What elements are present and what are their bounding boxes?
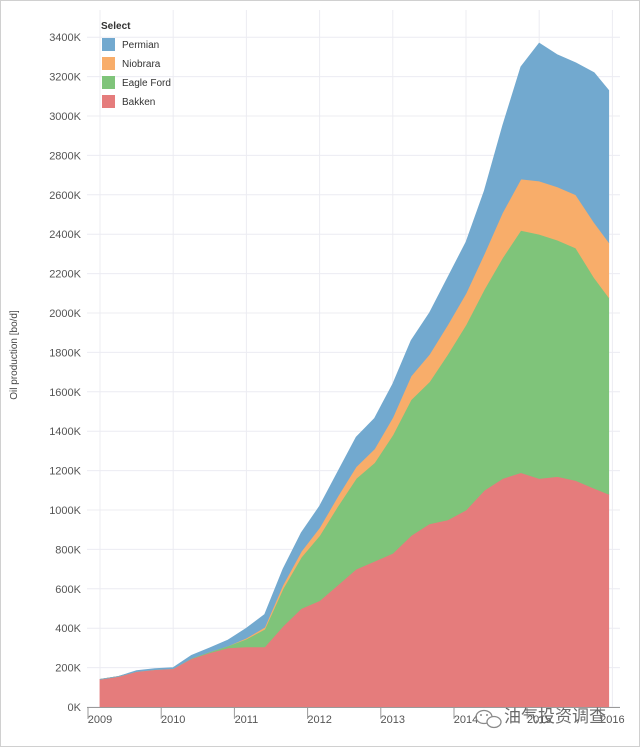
area-series [99,42,610,708]
wechat-icon [475,709,502,729]
y-tick-label: 2800K [49,150,81,162]
legend-item-niobrara[interactable]: Niobrara [102,57,161,70]
y-tick-label: 3200K [49,72,81,84]
x-tick-label: 2013 [381,714,405,726]
y-tick-label: 0K [68,702,82,714]
legend-item-permian[interactable]: Permian [102,38,159,51]
x-axis: 2009 2010 2011 2012 2013 2014 2015 2016 [87,707,625,726]
y-tick-label: 2000K [49,308,81,320]
legend[interactable]: Select Permian Niobrara Eagle Ford Bakken [101,21,171,108]
y-tick-label: 200K [55,663,81,675]
watermark-text: 油气投资调查 [504,707,606,727]
y-axis: 0K 200K 400K 600K 800K 1000K 1200K 1400K 1600K 18… [49,32,81,714]
x-tick-label: 2014 [454,714,478,726]
legend-label: Niobrara [122,59,161,70]
y-tick-label: 400K [55,623,81,635]
legend-label: Permian [122,40,159,51]
x-tick-label: 2010 [161,714,185,726]
y-tick-label: 1200K [49,466,81,478]
y-tick-label: 2600K [49,190,81,202]
x-tick-label: 2009 [88,714,112,726]
x-tick-label: 2016 [600,714,624,726]
y-tick-label: 1400K [49,426,81,438]
legend-item-bakken[interactable]: Bakken [102,95,155,108]
x-tick-label: 2011 [235,714,259,726]
y-tick-label: 1000K [49,505,81,517]
y-tick-label: 2400K [49,229,81,241]
y-tick-label: 600K [55,584,81,596]
area-permian[interactable] [99,42,610,680]
legend-swatch [102,57,115,70]
y-tick-label: 800K [55,544,81,556]
legend-title: Select [101,21,131,32]
y-tick-label: 1800K [49,347,81,359]
legend-label: Bakken [122,97,155,108]
legend-swatch [102,38,115,51]
y-tick-label: 3400K [49,32,81,44]
x-tick-label: 2015 [527,714,551,726]
legend-label: Eagle Ford [122,78,171,89]
x-tick-label: 2012 [307,714,331,726]
legend-swatch [102,95,115,108]
y-tick-label: 1600K [49,387,81,399]
legend-swatch [102,76,115,89]
legend-item-eagle-ford[interactable]: Eagle Ford [102,76,171,89]
y-tick-label: 3000K [49,111,81,123]
y-tick-label: 2200K [49,269,81,281]
y-axis-title: Oil production [bo/d] [9,310,20,400]
watermark: 油气投资调查 [475,707,606,729]
